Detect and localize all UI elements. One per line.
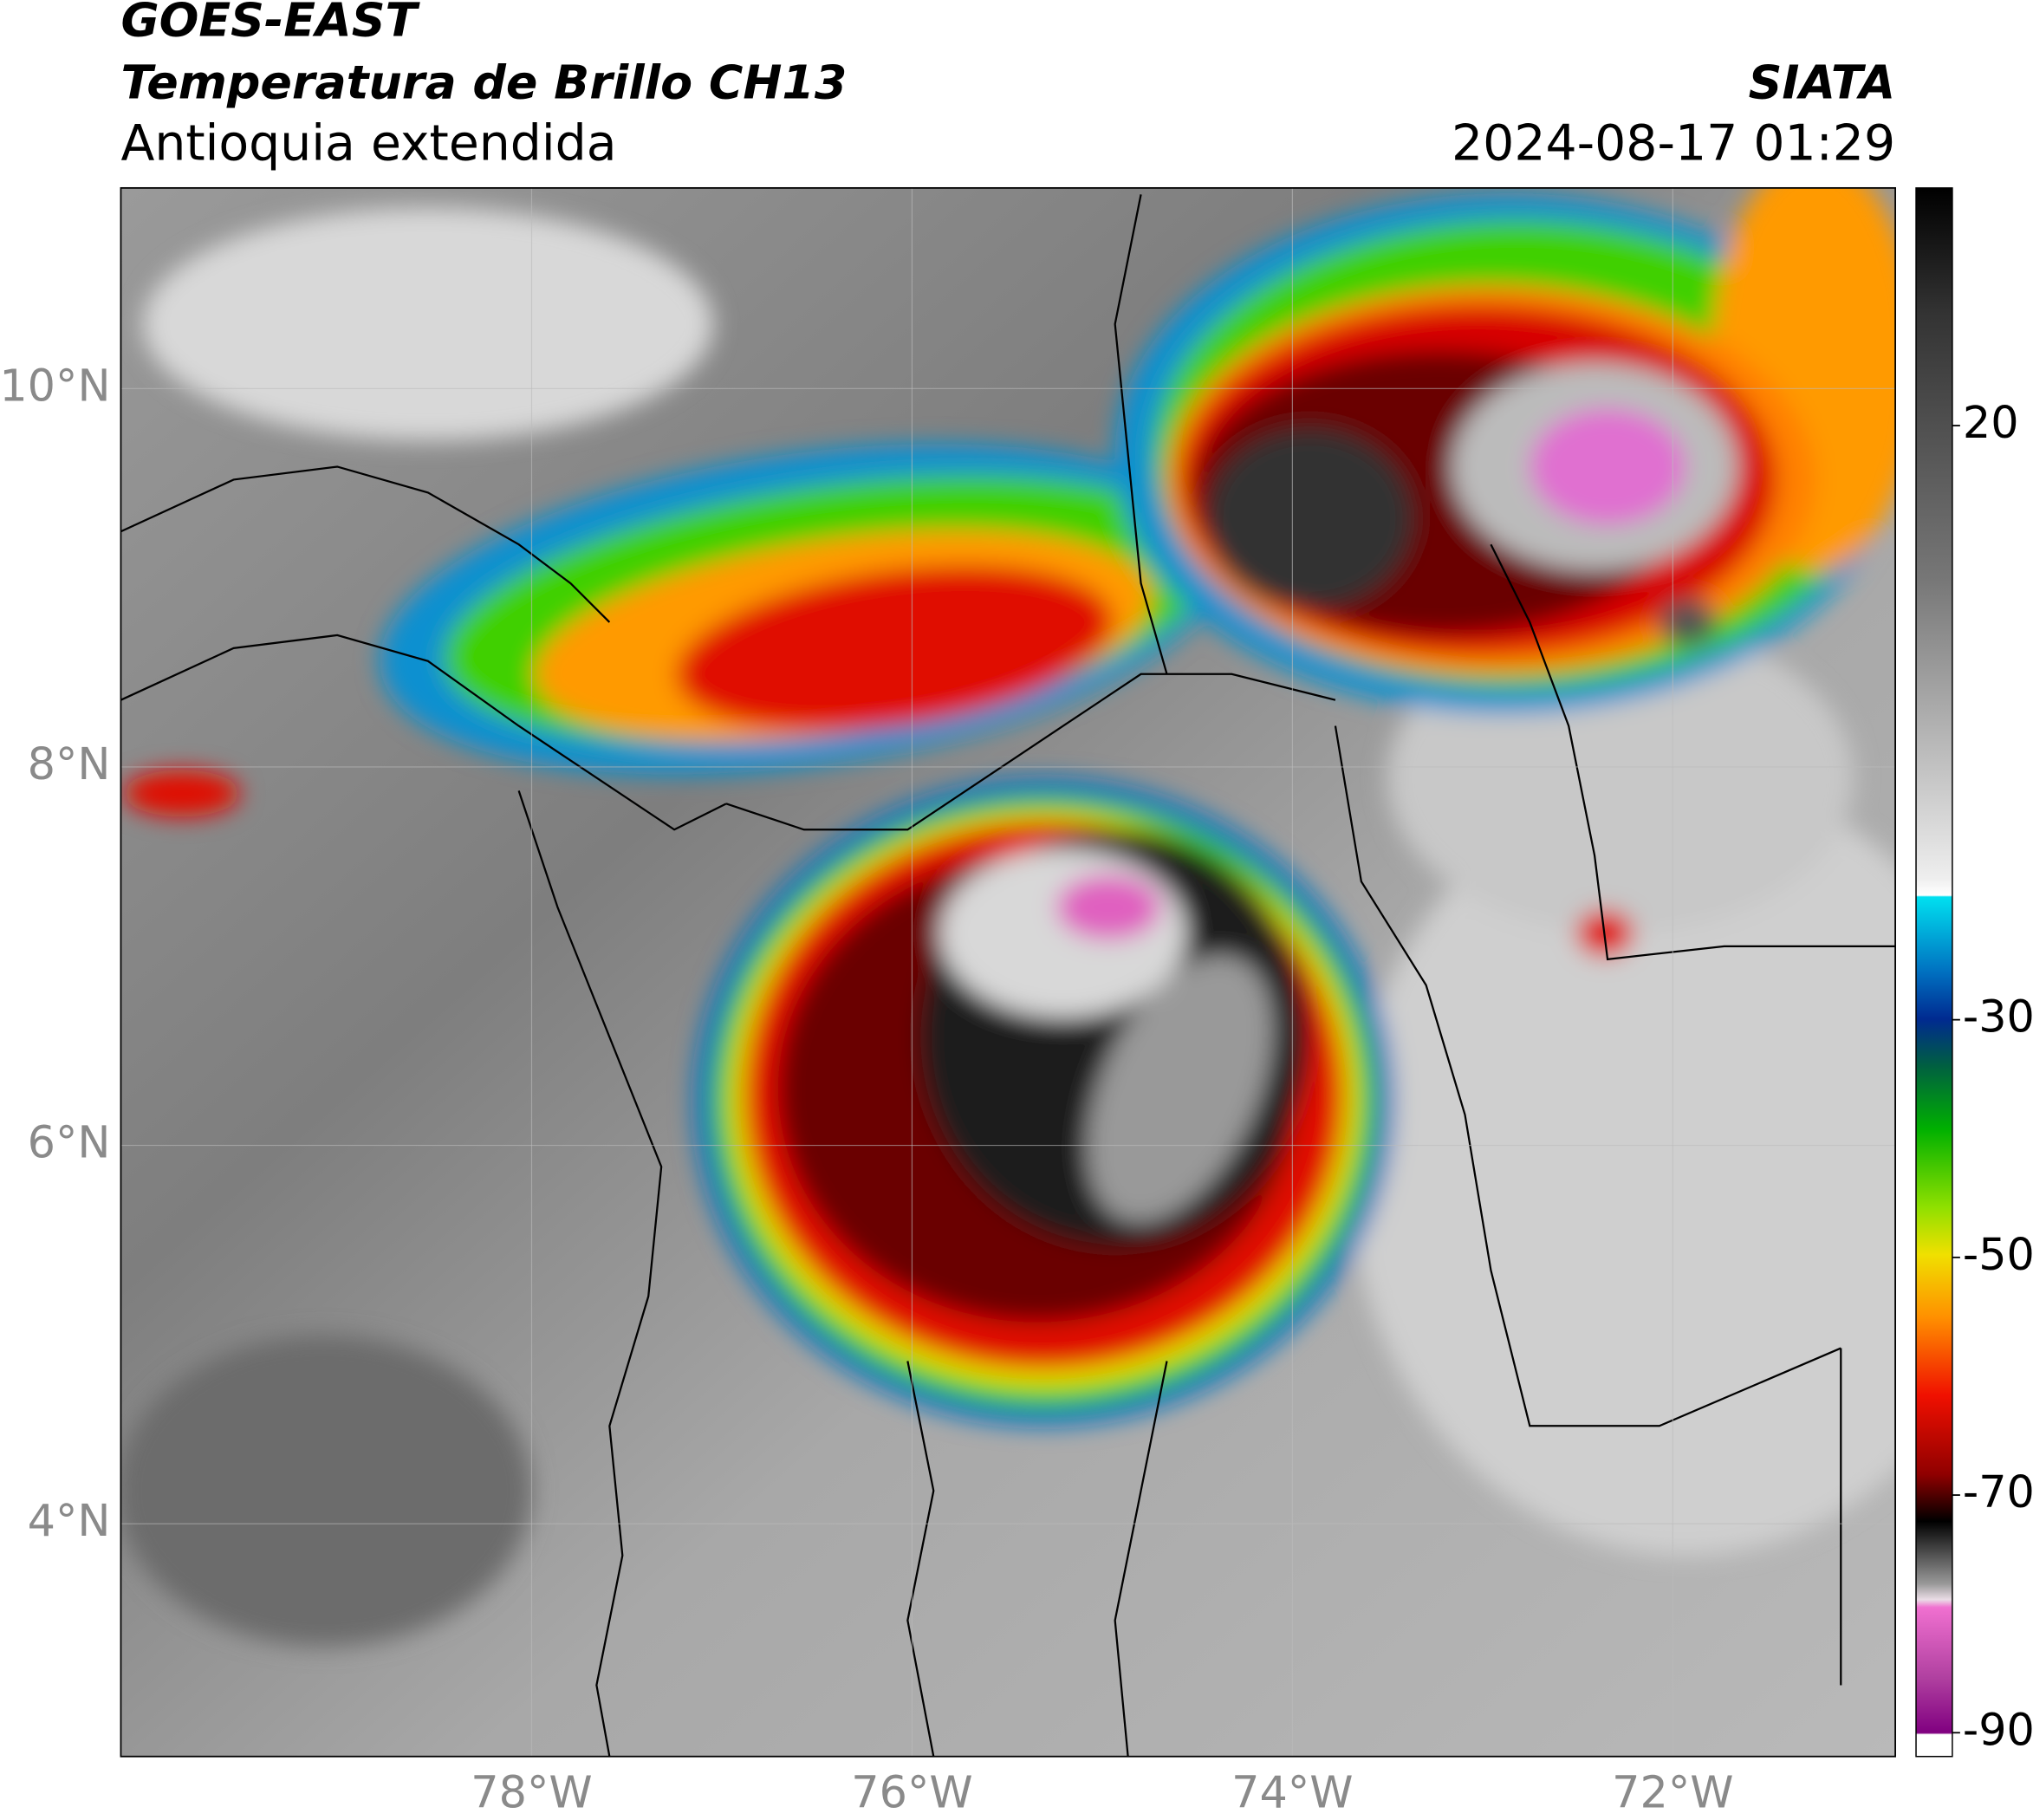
datetime: 2024-08-17 01:29 <box>1452 115 1895 172</box>
colorbar-label: 20 <box>1963 397 2019 448</box>
borders <box>120 194 1896 1757</box>
region: Antioquia extendida <box>120 115 616 172</box>
satellite: GOES-EAST <box>120 0 420 48</box>
satellite-image <box>120 187 1896 1757</box>
colorbar <box>1915 187 1953 1758</box>
product: Temperatura de Brillo CH13 <box>120 55 847 109</box>
x-tick-label: 78°W <box>471 1767 592 1818</box>
colorbar-label: -90 <box>1963 1704 2033 1755</box>
x-tick-label: 72°W <box>1612 1767 1733 1818</box>
y-tick-label: 8°N <box>28 738 111 790</box>
map-frame <box>120 186 1896 1758</box>
colorbar-label: -30 <box>1963 991 2033 1043</box>
agency: SIATA <box>1749 55 1896 109</box>
x-tick-label: 74°W <box>1231 1767 1353 1818</box>
y-tick-label: 4°N <box>28 1495 111 1546</box>
x-tick-label: 76°W <box>851 1767 972 1818</box>
gridlines <box>120 187 1896 1757</box>
cloud-field <box>120 187 1896 1647</box>
colorbar-label: -70 <box>1963 1466 2033 1518</box>
colorbar-label: -50 <box>1963 1229 2033 1280</box>
y-tick-label: 6°N <box>28 1117 111 1168</box>
y-tick-label: 10°N <box>0 360 110 411</box>
